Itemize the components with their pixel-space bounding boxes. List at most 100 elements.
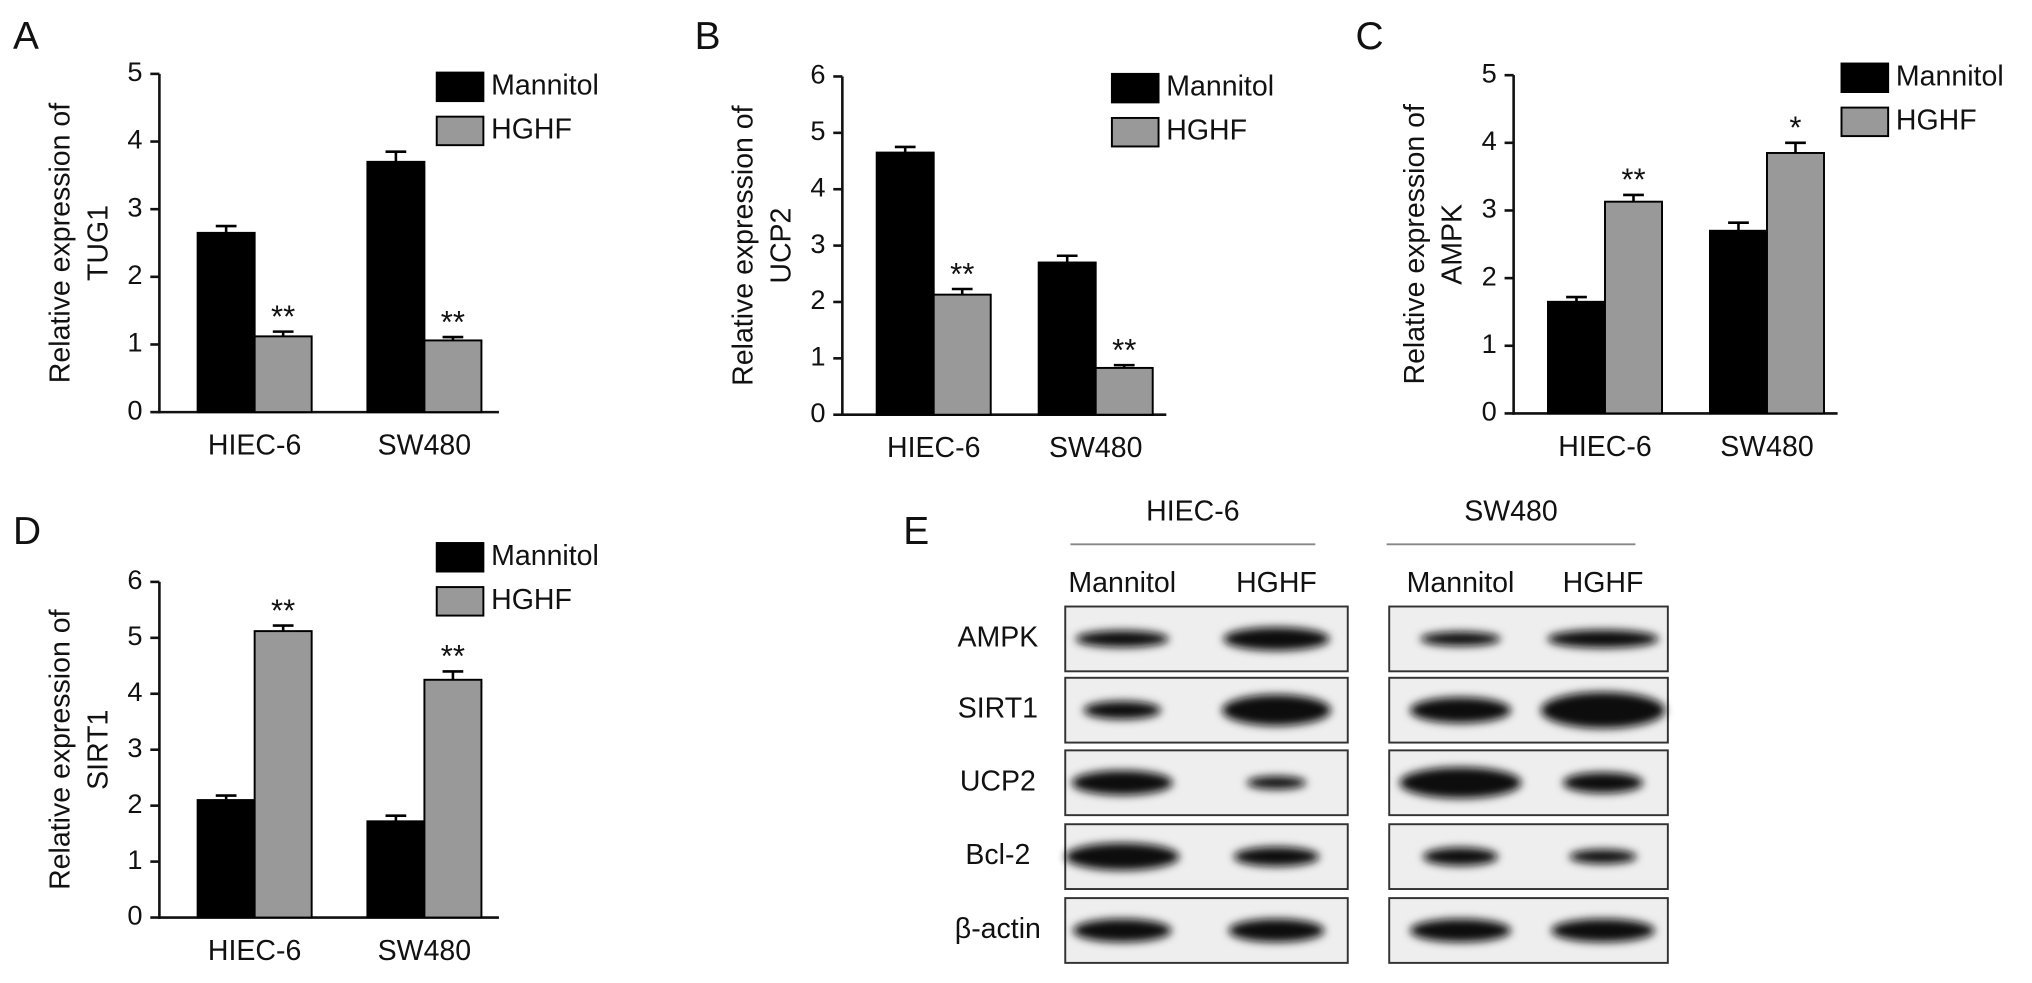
y-tick-label: 5 (127, 56, 142, 87)
legend-swatch (1840, 106, 1890, 138)
panel-label: C (1356, 15, 1384, 58)
row-label: SIRT1 (958, 693, 1038, 725)
error-bar (1113, 363, 1135, 368)
x-tick-label: SW480 (1720, 431, 1813, 463)
y-tick-label: 2 (127, 788, 142, 819)
error-bar (1566, 295, 1587, 302)
row-label: Bcl-2 (965, 839, 1030, 871)
x-tick-label: SW480 (1049, 432, 1142, 464)
panel-label: D (13, 510, 41, 553)
y-tick-label: 0 (127, 900, 142, 931)
blot-band (1540, 692, 1666, 729)
legend-swatch (435, 586, 485, 617)
blot-band (1071, 770, 1173, 796)
error-bar (385, 814, 407, 822)
y-tick-label: 5 (127, 620, 142, 651)
y-tick-label: 1 (1482, 328, 1497, 359)
blot-band (1228, 918, 1325, 943)
blot-band (1562, 772, 1644, 794)
y-tick-label: 0 (810, 397, 825, 428)
legend-label: Mannitol (1896, 60, 2004, 92)
y-tick-label: 6 (810, 59, 825, 90)
legend-swatch (435, 71, 485, 103)
error-bar (272, 330, 294, 337)
error-bar (1056, 254, 1078, 263)
y-tick-label: 0 (127, 394, 142, 425)
bar (1604, 200, 1663, 415)
significance-mark: ** (1112, 332, 1136, 367)
legend-label: HGHF (491, 584, 572, 616)
legend-label: HGHF (1896, 104, 1977, 136)
bar (366, 820, 426, 919)
lane-label: Mannitol (1407, 567, 1515, 599)
x-tick-label: SW480 (378, 430, 471, 462)
blot-band (1083, 701, 1162, 720)
error-bar (951, 287, 973, 295)
panel-label: E (903, 510, 929, 553)
y-tick-label: 3 (127, 191, 142, 222)
error-bar (385, 150, 407, 162)
error-bar (1728, 221, 1749, 231)
y-tick-label: 3 (810, 228, 825, 259)
y-tick-label: 4 (127, 676, 142, 707)
y-axis-label: Relative expression of (45, 103, 77, 383)
y-tick-label: 2 (1482, 260, 1497, 291)
bar (366, 160, 426, 414)
error-bar (215, 224, 237, 233)
y-tick-label: 0 (1482, 396, 1497, 427)
error-bar (215, 794, 237, 801)
legend-label: Mannitol (491, 69, 599, 101)
blot-band (1547, 629, 1659, 648)
legend-swatch (1110, 116, 1160, 148)
blot-band (1075, 630, 1169, 648)
bar (1766, 152, 1825, 415)
significance-mark: ** (271, 593, 295, 628)
bar (1037, 261, 1097, 416)
blot-band (1569, 849, 1637, 864)
group-label: HIEC-6 (1146, 496, 1239, 528)
error-bar (272, 624, 294, 632)
y-tick-label: 1 (810, 341, 825, 372)
error-bar (1623, 193, 1644, 202)
error-bar (442, 670, 464, 680)
y-tick-label: 1 (127, 327, 142, 358)
bar (875, 151, 935, 416)
y-tick-label: 1 (127, 844, 142, 875)
significance-mark: ** (271, 299, 295, 334)
panel-label: B (695, 15, 721, 58)
blot-band (1223, 627, 1330, 651)
legend-swatch (1840, 62, 1890, 94)
bar (423, 678, 483, 919)
error-bar (894, 145, 916, 153)
lane-label: HGHF (1563, 567, 1644, 599)
y-tick-label: 2 (810, 284, 825, 315)
significance-mark: ** (950, 256, 974, 291)
y-tick-label: 3 (1482, 193, 1497, 224)
row-label: UCP2 (960, 765, 1036, 797)
bar (932, 293, 992, 416)
y-axis-label: SIRT1 (82, 710, 114, 790)
blot-band (1073, 918, 1172, 943)
bar (1094, 366, 1154, 416)
y-tick-label: 2 (127, 259, 142, 290)
y-tick-label: 5 (1482, 57, 1497, 88)
significance-mark: * (1789, 110, 1801, 145)
bar (423, 339, 483, 414)
blot-band (1065, 843, 1180, 871)
y-axis-label: Relative expression of (1399, 104, 1431, 384)
blot-band (1409, 697, 1512, 724)
legend-label: Mannitol (491, 540, 599, 572)
blot-band (1422, 847, 1499, 866)
bar (1708, 229, 1768, 415)
blot-band (1233, 846, 1320, 867)
error-bar (1785, 141, 1806, 153)
x-tick-label: HIEC-6 (887, 432, 980, 464)
panel-label: A (13, 15, 39, 58)
y-tick-label: 3 (127, 732, 142, 763)
legend-label: HGHF (491, 113, 572, 145)
lane-label: Mannitol (1068, 567, 1176, 599)
y-axis-label: TUG1 (82, 205, 114, 281)
blot-band (1222, 694, 1331, 726)
